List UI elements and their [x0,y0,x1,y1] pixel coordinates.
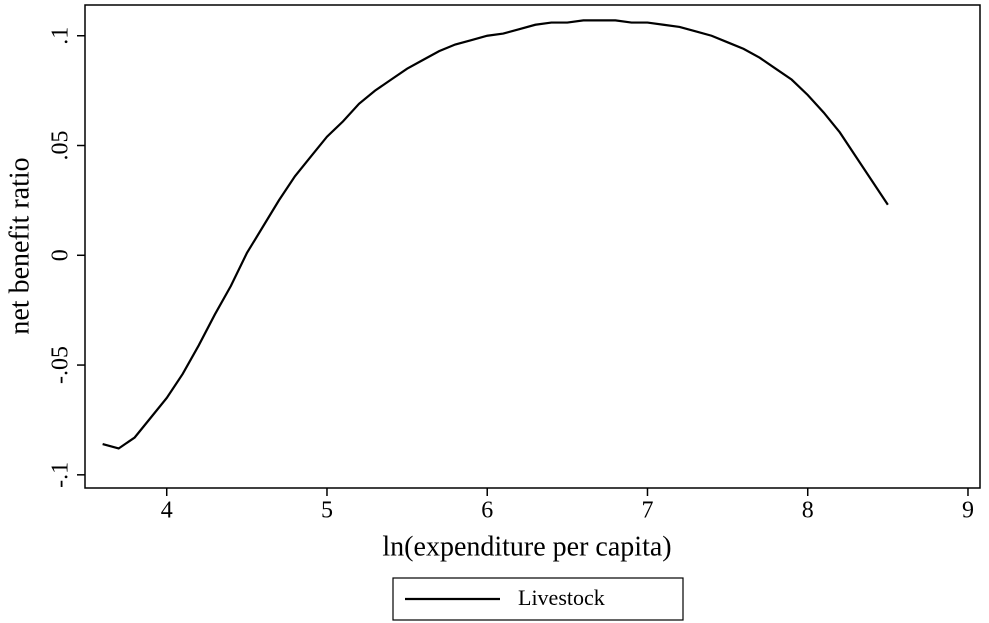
line-series [102,19,889,450]
y-tick-label: .05 [48,131,74,161]
y-tick-label: .1 [48,27,74,45]
legend-label: Livestock [518,585,605,610]
x-axis-title: ln(expenditure per capita) [382,531,671,562]
y-axis-title: net benefit ratio [4,157,35,334]
legend: Livestock [392,577,684,621]
x-tick-label: 4 [161,498,173,524]
x-tick-label: 6 [481,498,493,524]
x-tick-label: 8 [802,498,814,524]
x-tick-label: 5 [321,498,333,524]
y-tick-label: 0 [48,249,74,261]
x-tick-label: 9 [962,498,974,524]
y-tick-label: -.05 [48,346,74,384]
x-tick-label: 7 [641,498,653,524]
y-tick-label: -.1 [48,462,74,488]
plot-frame [84,4,981,489]
